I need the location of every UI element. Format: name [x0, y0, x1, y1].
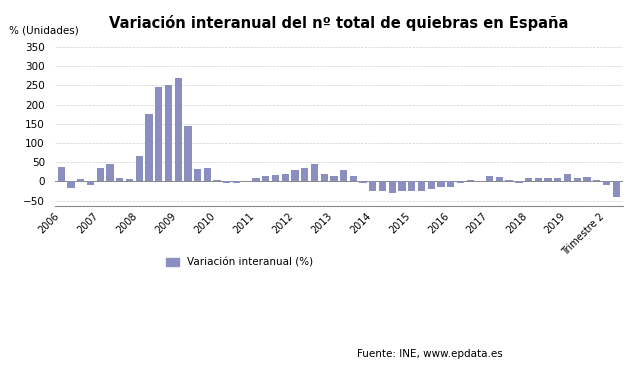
Bar: [96, 168, 104, 182]
Bar: [57, 167, 65, 182]
Bar: [603, 182, 610, 185]
Bar: [77, 179, 84, 182]
Bar: [535, 178, 542, 182]
Bar: [184, 126, 191, 182]
Bar: [554, 178, 561, 182]
Bar: [253, 178, 260, 182]
Bar: [116, 178, 123, 182]
Legend: Variación interanual (%): Variación interanual (%): [162, 253, 317, 272]
Bar: [126, 179, 133, 182]
Bar: [330, 176, 338, 181]
Bar: [427, 182, 435, 189]
Bar: [311, 164, 318, 182]
Bar: [612, 182, 620, 197]
Bar: [359, 182, 367, 183]
Bar: [389, 182, 396, 193]
Text: % (Unidades): % (Unidades): [9, 26, 79, 36]
Bar: [340, 170, 347, 182]
Bar: [350, 176, 357, 181]
Bar: [564, 174, 571, 182]
Text: Fuente: INE, www.epdata.es: Fuente: INE, www.epdata.es: [357, 349, 503, 359]
Bar: [369, 182, 376, 191]
Bar: [292, 170, 299, 182]
Bar: [486, 176, 493, 181]
Bar: [145, 114, 152, 182]
Bar: [204, 168, 211, 182]
Bar: [457, 182, 464, 183]
Bar: [175, 78, 182, 182]
Bar: [281, 174, 289, 182]
Bar: [233, 182, 241, 183]
Bar: [68, 182, 75, 188]
Bar: [593, 180, 600, 182]
Bar: [437, 182, 445, 187]
Bar: [505, 180, 513, 182]
Bar: [544, 178, 552, 182]
Bar: [262, 176, 269, 181]
Bar: [379, 182, 386, 191]
Bar: [496, 177, 503, 182]
Bar: [466, 180, 474, 182]
Bar: [194, 169, 202, 182]
Bar: [418, 182, 425, 191]
Bar: [136, 156, 143, 182]
Bar: [320, 174, 328, 182]
Bar: [272, 174, 279, 182]
Bar: [447, 182, 454, 187]
Bar: [87, 182, 94, 185]
Bar: [398, 182, 406, 191]
Bar: [525, 178, 532, 182]
Bar: [574, 178, 581, 182]
Bar: [165, 85, 172, 182]
Bar: [214, 180, 221, 182]
Bar: [223, 182, 230, 183]
Bar: [583, 177, 591, 182]
Bar: [107, 164, 114, 182]
Bar: [301, 168, 308, 182]
Bar: [516, 182, 523, 183]
Title: Variación interanual del nº total de quiebras en España: Variación interanual del nº total de qui…: [109, 15, 568, 31]
Bar: [155, 87, 162, 182]
Bar: [408, 182, 415, 191]
